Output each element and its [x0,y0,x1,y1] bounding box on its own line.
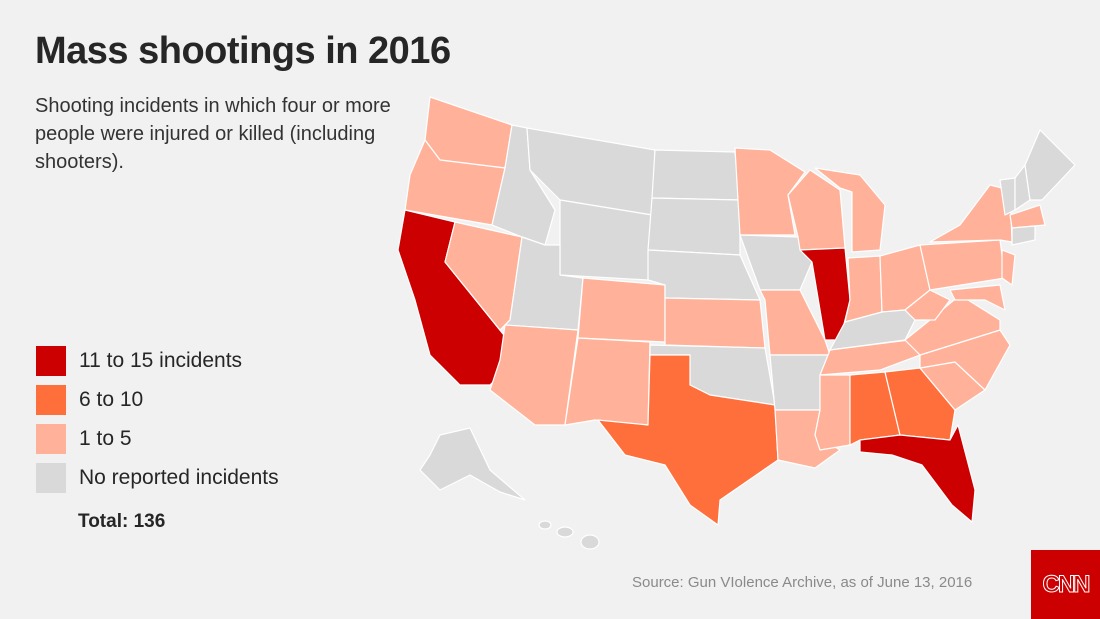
logo-text: CNN [1042,570,1091,598]
subtitle: Shooting incidents in which four or more… [35,95,391,173]
legend: 11 to 15 incidents 6 to 10 1 to 5 No rep… [36,341,279,497]
state-wv [904,289,951,321]
state-ak [419,427,526,501]
state-in [844,255,883,323]
state-mi [814,167,886,253]
state-fl [859,424,976,523]
legend-item-high: 11 to 15 incidents [36,341,279,380]
state-md [949,284,1006,311]
state-tx [597,354,779,526]
state-ms [814,374,851,451]
state-ga [884,367,956,441]
state-co [577,277,666,343]
state-hi [556,526,574,538]
state-me [1024,129,1076,201]
state-ct [1011,225,1036,246]
legend-swatch [36,345,66,376]
legend-label: No reported incidents [79,465,279,489]
state-az [489,324,579,426]
legend-label: 6 to 10 [79,387,144,411]
total-count: Total: 136 [78,511,166,532]
page-title: Mass shootings in 2016 [35,30,451,72]
state-sd [647,197,741,256]
cnn-logo: CNN [1031,550,1100,619]
state-nd [651,149,741,201]
legend-item-none: No reported incidents [36,458,279,497]
state-hi [580,534,600,550]
state-nm [564,337,651,426]
state-ne [647,249,761,301]
source-note: Source: Gun VIolence Archive, as of June… [632,574,973,591]
legend-label: 11 to 15 incidents [79,348,243,372]
state-ny [929,184,1013,243]
state-pa [919,239,1006,291]
state-ks [664,297,766,349]
legend-swatch [36,462,66,493]
state-ma [1009,204,1046,229]
legend-item-mid: 6 to 10 [36,380,279,419]
state-hi [538,520,552,530]
legend-swatch [36,423,66,454]
legend-item-low: 1 to 5 [36,419,279,458]
state-ia [739,234,813,291]
legend-label: 1 to 5 [79,426,132,450]
state-nj [1001,249,1016,286]
legend-swatch [36,384,66,415]
